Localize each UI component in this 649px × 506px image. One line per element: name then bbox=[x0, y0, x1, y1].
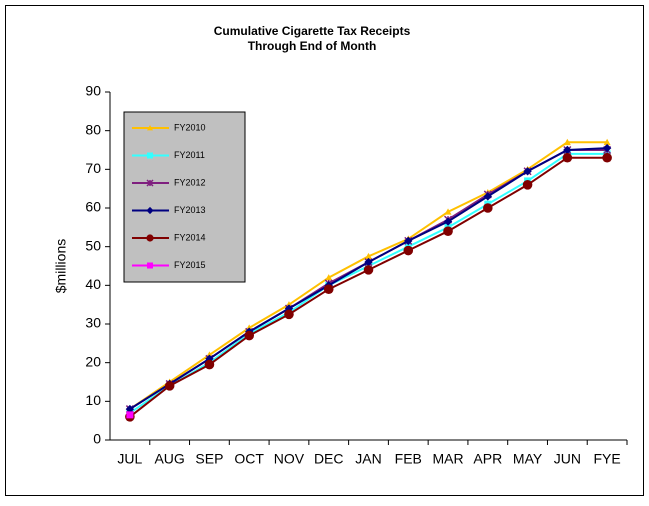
marker bbox=[483, 203, 493, 213]
y-tick-label: 40 bbox=[85, 276, 101, 292]
x-tick-label: JAN bbox=[355, 451, 381, 467]
marker bbox=[443, 226, 453, 236]
x-tick-label: SEP bbox=[195, 451, 223, 467]
marker bbox=[602, 152, 612, 163]
marker bbox=[523, 167, 532, 176]
y-tick-label: 60 bbox=[85, 199, 101, 215]
y-tick-label: 70 bbox=[85, 160, 101, 176]
x-tick-label: FYE bbox=[593, 451, 620, 467]
y-axis-label: $millions bbox=[53, 239, 69, 293]
legend-label: FY2015 bbox=[174, 260, 206, 270]
marker bbox=[126, 411, 134, 419]
marker bbox=[244, 330, 254, 341]
y-tick-label: 90 bbox=[85, 83, 101, 99]
x-tick-label: MAR bbox=[432, 451, 463, 467]
marker bbox=[483, 192, 493, 201]
chart-frame bbox=[5, 5, 644, 496]
marker bbox=[522, 180, 533, 190]
x-tick-label: FEB bbox=[395, 451, 422, 467]
marker bbox=[164, 381, 175, 391]
x-tick-label: AUG bbox=[154, 451, 184, 467]
legend-box bbox=[123, 111, 246, 283]
chart-subtitle: Through End of Month bbox=[248, 39, 377, 53]
y-tick-label: 30 bbox=[85, 315, 101, 331]
x-tick-label: OCT bbox=[234, 451, 264, 467]
marker bbox=[603, 138, 611, 146]
marker bbox=[325, 274, 333, 281]
marker bbox=[125, 404, 135, 414]
y-tick-label: 80 bbox=[85, 121, 101, 137]
legend-label: FY2013 bbox=[174, 205, 206, 215]
x-tick-label: NOV bbox=[274, 451, 305, 467]
marker bbox=[147, 125, 153, 131]
marker bbox=[444, 208, 452, 215]
marker bbox=[146, 206, 154, 215]
x-tick-label: JUN bbox=[554, 451, 581, 467]
marker bbox=[364, 257, 373, 267]
marker bbox=[563, 138, 571, 146]
x-tick-label: MAY bbox=[513, 451, 543, 467]
legend-label: FY2010 bbox=[174, 122, 206, 132]
marker bbox=[363, 265, 374, 275]
marker bbox=[602, 143, 612, 153]
x-tick-label: JUL bbox=[117, 451, 142, 467]
marker bbox=[146, 179, 154, 187]
marker bbox=[204, 359, 215, 370]
marker bbox=[404, 236, 413, 246]
marker bbox=[284, 309, 294, 320]
legend-label: FY2014 bbox=[174, 232, 206, 242]
x-tick-label: APR bbox=[473, 451, 502, 467]
marker bbox=[403, 245, 414, 256]
y-tick-label: 10 bbox=[85, 392, 101, 408]
x-tick-label: DEC bbox=[314, 451, 344, 467]
marker bbox=[147, 152, 153, 159]
y-tick-label: 0 bbox=[93, 431, 101, 447]
marker bbox=[562, 152, 573, 163]
marker bbox=[443, 217, 453, 226]
marker bbox=[365, 252, 372, 260]
marker bbox=[323, 284, 334, 295]
chart-title: Cumulative Cigarette Tax Receipts bbox=[214, 24, 411, 38]
legend-label: FY2011 bbox=[174, 150, 205, 160]
y-tick-label: 20 bbox=[85, 353, 101, 369]
marker bbox=[146, 234, 154, 242]
legend-label: FY2012 bbox=[174, 177, 206, 187]
marker bbox=[563, 145, 572, 155]
y-tick-label: 50 bbox=[85, 237, 101, 253]
marker bbox=[147, 262, 153, 269]
